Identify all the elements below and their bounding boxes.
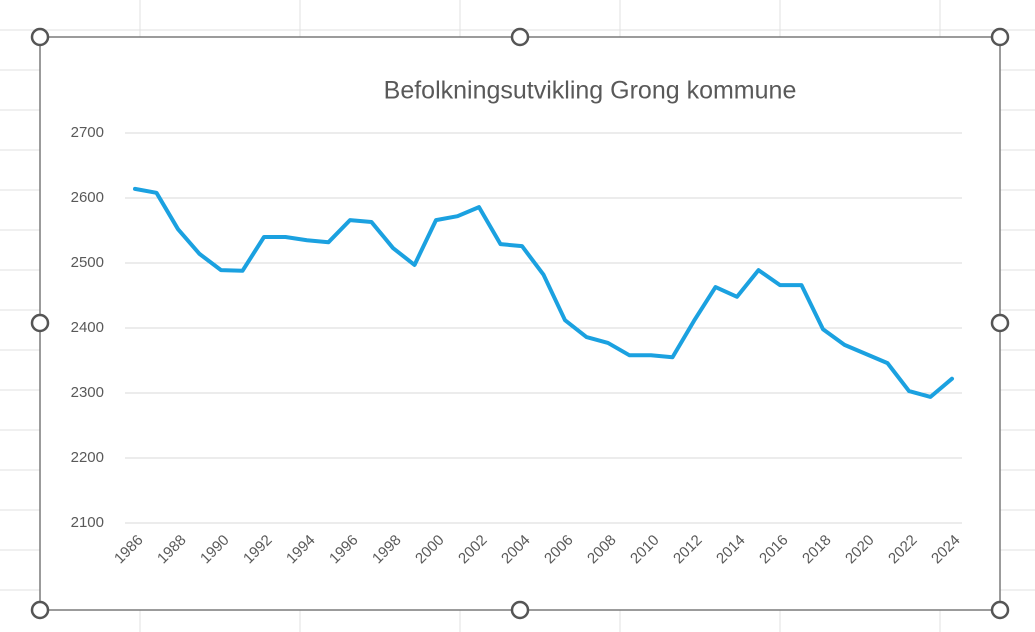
y-tick-label: 2200 bbox=[71, 449, 104, 466]
y-tick-label: 2700 bbox=[71, 124, 104, 141]
handle[interactable] bbox=[30, 27, 50, 47]
handle[interactable] bbox=[510, 600, 530, 620]
chart-title: Befolkningsutvikling Grong kommune bbox=[384, 77, 797, 105]
handle[interactable] bbox=[30, 600, 50, 620]
chart-frame[interactable] bbox=[39, 36, 1001, 611]
handle[interactable] bbox=[510, 27, 530, 47]
resize-handles bbox=[30, 27, 1010, 620]
data-line bbox=[133, 186, 954, 399]
y-tick-label: 2400 bbox=[71, 319, 104, 336]
handle[interactable] bbox=[990, 313, 1010, 333]
handle[interactable] bbox=[30, 313, 50, 333]
handle[interactable] bbox=[990, 600, 1010, 620]
handle[interactable] bbox=[990, 27, 1010, 47]
y-tick-label: 2100 bbox=[71, 514, 104, 531]
y-tick-label: 2600 bbox=[71, 189, 104, 206]
y-tick-label: 2500 bbox=[71, 254, 104, 271]
y-tick-label: 2300 bbox=[71, 384, 104, 401]
